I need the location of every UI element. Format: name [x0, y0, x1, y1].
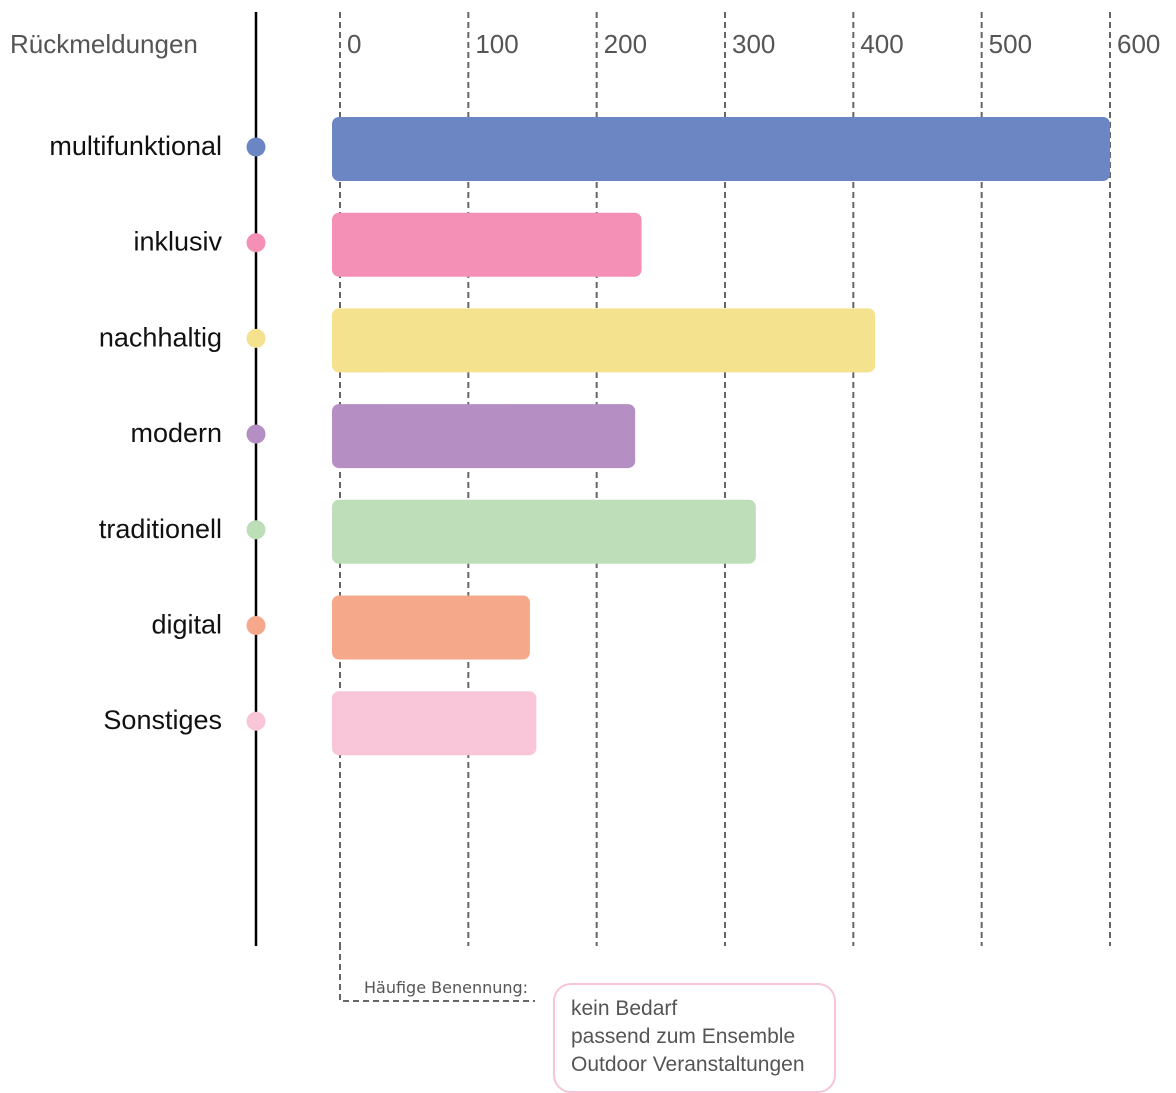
category-marker-dot — [246, 328, 266, 348]
bar-multifunktional — [332, 117, 1110, 181]
bar-modern — [332, 404, 636, 469]
category-label: inklusiv — [133, 227, 222, 257]
category-label: modern — [130, 418, 222, 448]
tick-label: 200 — [604, 29, 647, 59]
note-box: kein Bedarf passend zum Ensemble Outdoor… — [553, 983, 836, 1093]
tick-label: 100 — [475, 29, 518, 59]
category-label: multifunktional — [49, 131, 222, 161]
note-item: kein Bedarf — [571, 997, 678, 1020]
category-marker-dot — [246, 137, 266, 157]
bar-nachhaltig — [332, 308, 876, 373]
category-labels: multifunktional inklusiv nachhaltig modern t… — [49, 131, 266, 735]
category-marker-dot — [246, 711, 266, 731]
category-label: digital — [151, 610, 222, 640]
note-item: Outdoor Veranstaltungen — [571, 1053, 805, 1076]
bar-Sonstiges — [332, 691, 537, 756]
tick-label: 0 — [347, 29, 361, 59]
category-label: Sonstiges — [103, 705, 222, 735]
bar-digital — [332, 595, 530, 660]
category-marker-dot — [246, 424, 266, 444]
category-marker-dot — [246, 520, 266, 540]
tick-label: 400 — [860, 29, 903, 59]
axis-title: Rückmeldungen — [10, 29, 198, 59]
category-marker-dot — [246, 233, 266, 253]
category-label: nachhaltig — [99, 322, 222, 352]
bars — [332, 117, 1110, 756]
tick-label: 300 — [732, 29, 775, 59]
note-label: Häufige Benennung: — [364, 978, 528, 997]
bar-inklusiv — [332, 212, 642, 277]
tick-label: 500 — [989, 29, 1032, 59]
category-label: traditionell — [99, 514, 222, 544]
note-item: passend zum Ensemble — [571, 1025, 796, 1048]
tick-labels: 0 100 200 300 400 500 600 — [347, 29, 1160, 59]
bar-traditionell — [332, 499, 756, 564]
tick-label: 600 — [1117, 29, 1160, 59]
category-marker-dot — [246, 616, 266, 635]
